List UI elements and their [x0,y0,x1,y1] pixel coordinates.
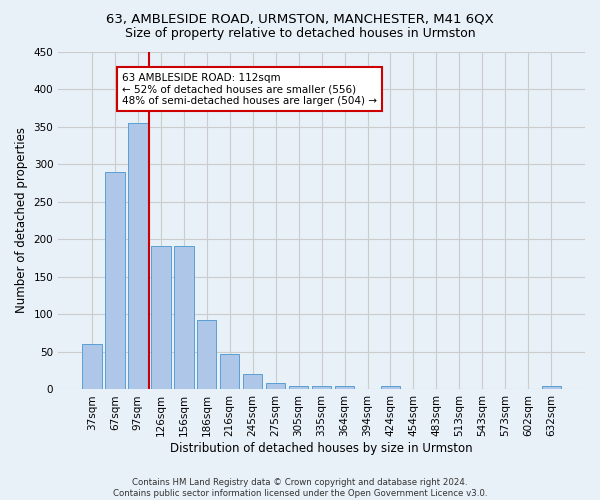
Text: 63, AMBLESIDE ROAD, URMSTON, MANCHESTER, M41 6QX: 63, AMBLESIDE ROAD, URMSTON, MANCHESTER,… [106,12,494,26]
Bar [128,123,148,390]
Bar [266,382,286,390]
Bar [381,386,400,390]
Bar [82,344,101,390]
Bar [312,386,331,390]
Bar [151,246,170,390]
Bar [243,374,262,390]
X-axis label: Distribution of detached houses by size in Urmston: Distribution of detached houses by size … [170,442,473,455]
Bar [289,386,308,390]
Text: Contains HM Land Registry data © Crown copyright and database right 2024.
Contai: Contains HM Land Registry data © Crown c… [113,478,487,498]
Bar [174,246,194,390]
Text: 63 AMBLESIDE ROAD: 112sqm
← 52% of detached houses are smaller (556)
48% of semi: 63 AMBLESIDE ROAD: 112sqm ← 52% of detac… [122,72,377,106]
Text: Size of property relative to detached houses in Urmston: Size of property relative to detached ho… [125,28,475,40]
Bar [335,386,355,390]
Bar [220,354,239,390]
Bar [197,320,217,390]
Y-axis label: Number of detached properties: Number of detached properties [15,128,28,314]
Bar [542,386,561,390]
Bar [105,172,125,390]
